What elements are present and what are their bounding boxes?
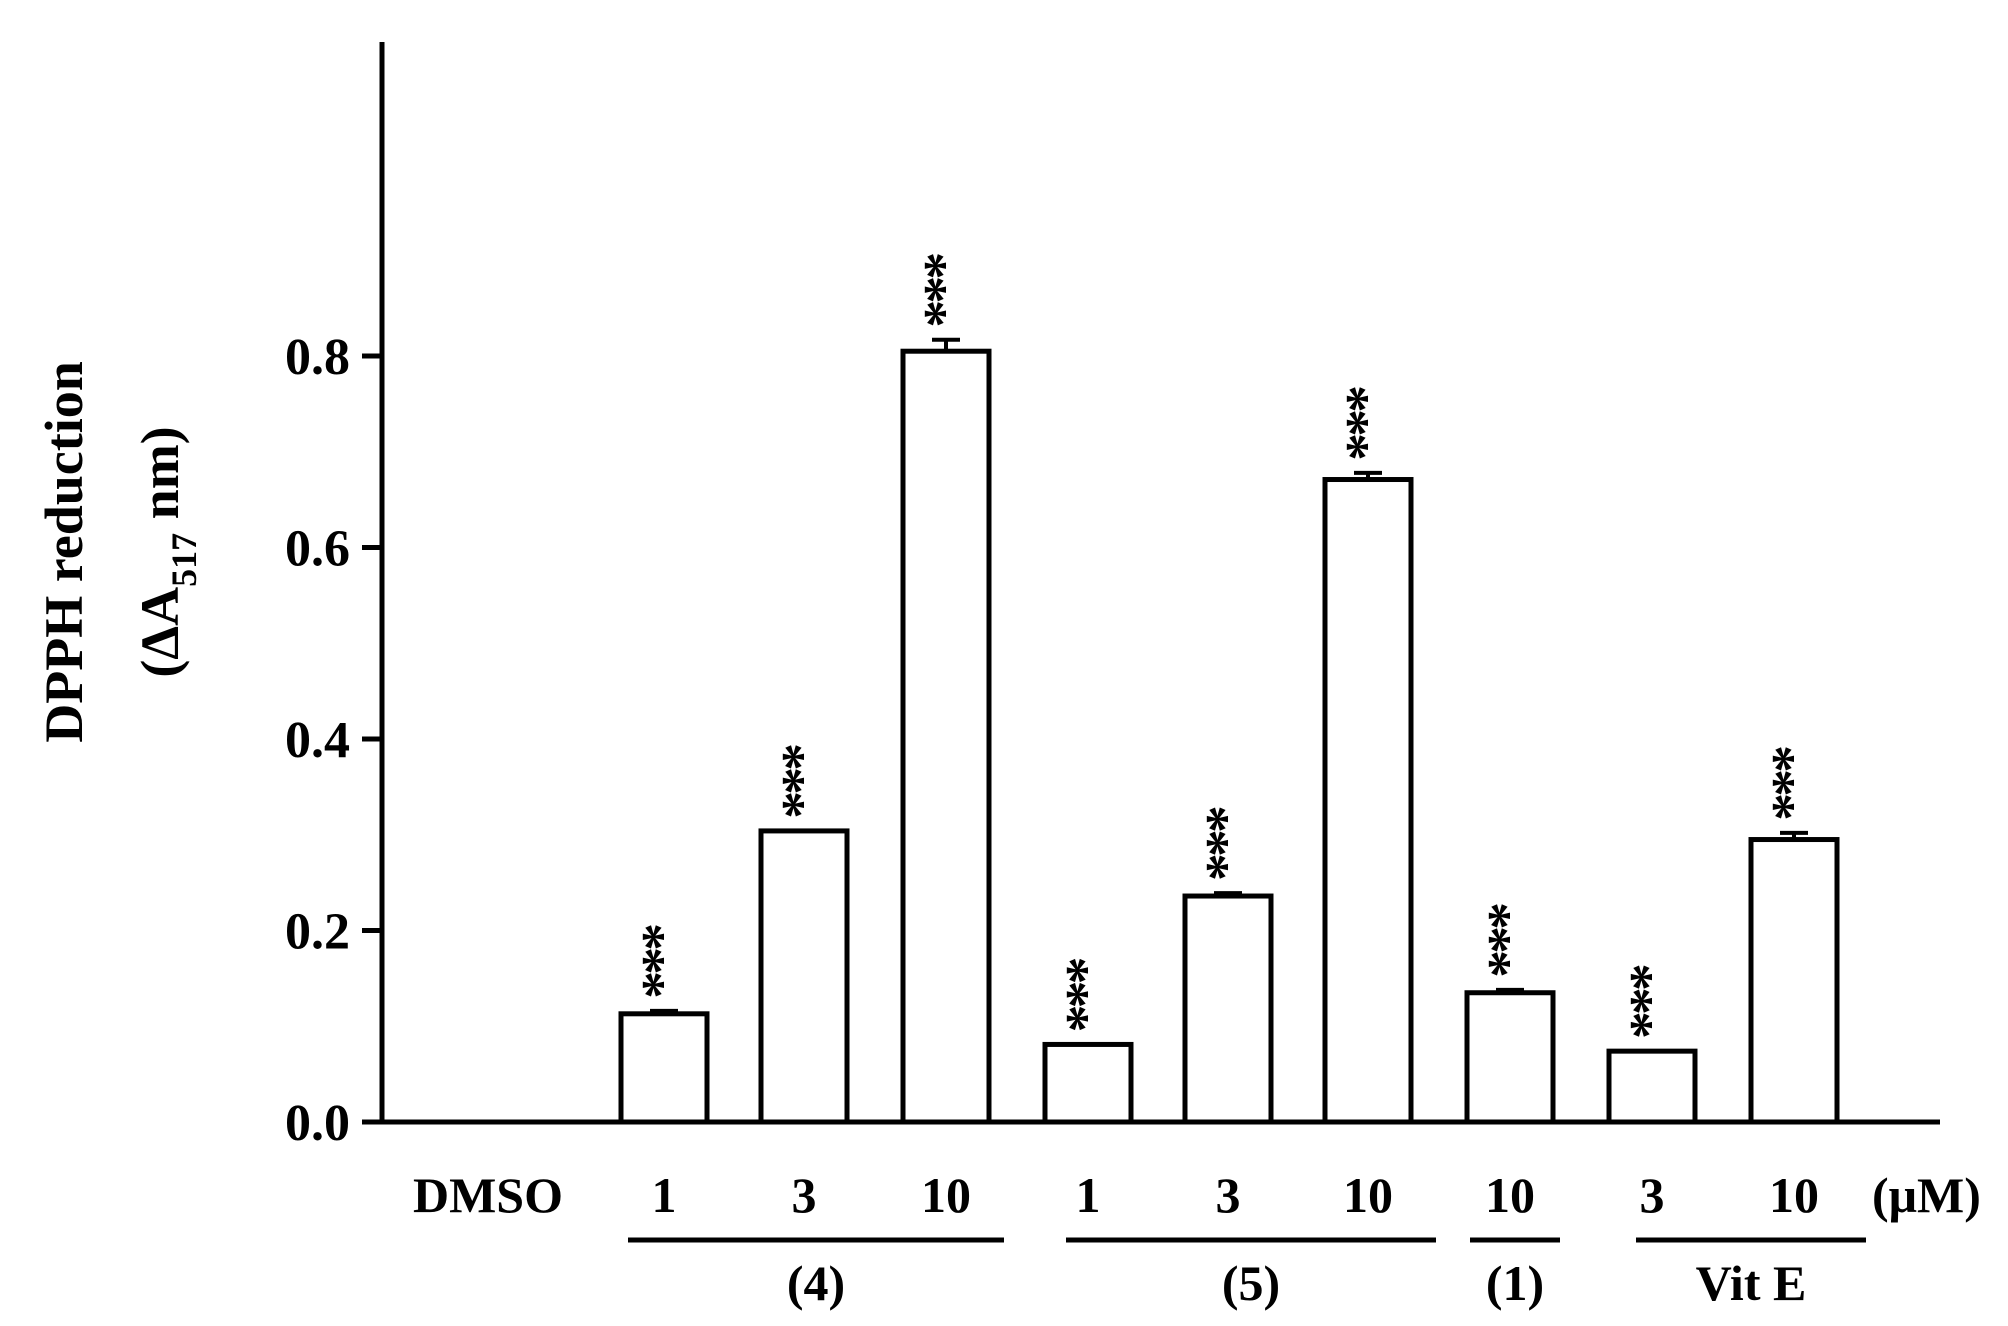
axes	[379, 42, 1940, 1125]
x-tick-label: 10	[1343, 1167, 1393, 1223]
x-tick-label: 3	[1216, 1167, 1241, 1223]
bar	[758, 828, 850, 1125]
significance-marker: ***	[913, 254, 975, 328]
y-tick-label: 0.8	[285, 329, 350, 386]
x-tick-label: 3	[1640, 1167, 1665, 1223]
y-tick-label: 0.0	[285, 1095, 350, 1152]
significance-marker: ***	[1477, 904, 1539, 978]
bar	[900, 348, 992, 1125]
bar	[1748, 837, 1840, 1125]
unit-label: (μM)	[1872, 1167, 1981, 1223]
x-tick-labels: DMSO 1 3 10 1 3 10 10 3 10	[413, 1167, 1819, 1223]
y-tick-label: 0.2	[285, 904, 350, 961]
x-tick-label: 3	[792, 1167, 817, 1223]
significance-marker: ***	[1335, 387, 1397, 461]
y-axis-title: DPPH reduction (ΔA517 nm)	[34, 361, 204, 742]
x-tick-label: 1	[652, 1167, 677, 1223]
bar	[1606, 1048, 1698, 1125]
y-axis-label-line1: DPPH reduction	[34, 361, 94, 742]
bars: *** *** *** *** *** *** *** *** ***	[618, 254, 1840, 1125]
group-label: (4)	[787, 1255, 845, 1311]
bar	[1322, 477, 1414, 1125]
y-axis-label-line2: (ΔA517 nm)	[130, 426, 204, 677]
bar	[1182, 893, 1274, 1125]
significance-marker: ***	[1195, 807, 1257, 881]
x-tick-label: DMSO	[413, 1167, 563, 1223]
bar	[1464, 990, 1556, 1125]
group-label: Vit E	[1696, 1255, 1807, 1311]
significance-marker: ***	[1055, 958, 1117, 1032]
y-tick-label: 0.6	[285, 521, 350, 578]
x-tick-label: 10	[921, 1167, 971, 1223]
x-tick-label: 10	[1769, 1167, 1819, 1223]
significance-marker: ***	[1761, 747, 1823, 821]
group-label: (1)	[1486, 1255, 1544, 1311]
bar	[618, 1011, 710, 1125]
significance-marker: ***	[1619, 965, 1681, 1039]
x-tick-label: 10	[1485, 1167, 1535, 1223]
x-tick-label: 1	[1076, 1167, 1101, 1223]
y-ticks: 0.0 0.2 0.4 0.6 0.8	[285, 329, 382, 1152]
group-labels: (4) (5) (1) Vit E	[628, 1237, 1866, 1311]
significance-marker: ***	[771, 745, 833, 819]
bar	[1042, 1041, 1134, 1125]
y-tick-label: 0.4	[285, 712, 350, 769]
group-label: (5)	[1222, 1255, 1280, 1311]
significance-marker: ***	[631, 925, 693, 999]
